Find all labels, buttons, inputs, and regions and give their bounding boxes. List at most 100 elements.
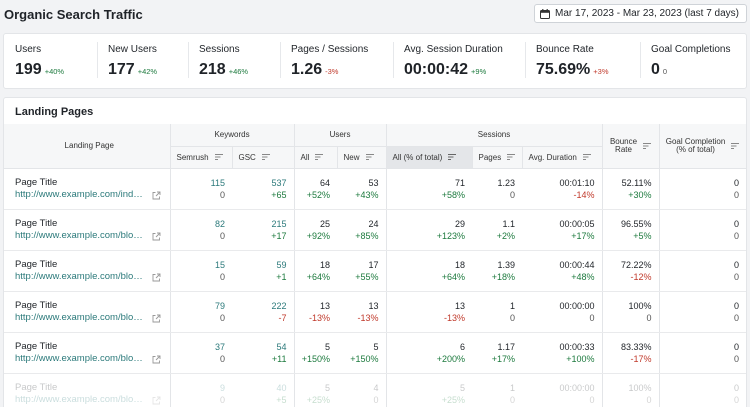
gsc-change: -7 xyxy=(278,312,287,323)
gsc-value[interactable]: 215 xyxy=(271,218,287,229)
kpi-divider xyxy=(393,42,394,78)
page-url-link[interactable]: http://www.example.com/blog/post-2 xyxy=(15,271,145,282)
gsc-value[interactable]: 537 xyxy=(271,177,287,188)
avg-duration-change: +100% xyxy=(566,353,595,364)
semrush-value[interactable]: 37 xyxy=(214,341,225,352)
pages-change: +2% xyxy=(496,230,516,241)
page-title-text: Page Title xyxy=(15,218,58,229)
kpi-avg-session-duration: Avg. Session Duration 00:00:42 +9% xyxy=(404,44,503,79)
sessions-all-value: 18 xyxy=(455,259,466,270)
page-url-link[interactable]: http://www.example.com/blog/post-3 xyxy=(15,312,145,323)
goal-completion-value: 0 xyxy=(734,341,740,352)
col-avg-duration[interactable]: Avg. Duration xyxy=(522,146,603,169)
users-new-change: -13% xyxy=(357,312,379,323)
landing-pages-card: Landing Pages Landing Page Keywords User… xyxy=(3,97,747,407)
goal-completion-value: 0 xyxy=(734,259,740,270)
col-pages[interactable]: Pages xyxy=(472,146,523,169)
avg-duration-change: 0 xyxy=(589,312,595,323)
col-bounce-rate[interactable]: Bounce Rate xyxy=(602,124,660,169)
bounce-rate-change: +5% xyxy=(633,230,652,241)
bounce-rate-cell: 83.33% -17% xyxy=(602,332,660,374)
kpi-change: 0 xyxy=(662,67,668,76)
pages-change: 0 xyxy=(510,394,516,405)
pages-change: 0 xyxy=(510,312,516,323)
external-link-icon[interactable] xyxy=(152,396,161,405)
sessions-all-cell: 13 -13% xyxy=(386,291,473,333)
gsc-value[interactable]: 54 xyxy=(276,341,287,352)
gsc-cell: 40 +5 xyxy=(232,373,295,407)
sort-icon xyxy=(261,154,270,161)
kpi-value: 0 xyxy=(651,61,660,78)
external-link-icon[interactable] xyxy=(152,232,161,241)
page-url-link[interactable]: http://www.example.com/blog/post-1 xyxy=(15,230,145,241)
pages-change: +18% xyxy=(491,271,516,282)
goal-head-line2: (% of total) xyxy=(676,144,715,154)
users-all-cell: 18 +64% xyxy=(294,250,337,292)
sort-icon xyxy=(448,154,457,161)
sessions-all-cell: 29 +123% xyxy=(386,209,473,251)
external-link-icon[interactable] xyxy=(152,273,161,282)
landing-page-cell: Page Title http://www.example.com/blog/p… xyxy=(4,332,171,374)
users-new-change: +85% xyxy=(355,230,379,241)
col-users-all[interactable]: All xyxy=(294,146,338,169)
users-all-value: 18 xyxy=(319,259,330,270)
gsc-value[interactable]: 222 xyxy=(271,300,287,311)
semrush-cell: 15 0 xyxy=(170,250,232,292)
semrush-value[interactable]: 15 xyxy=(214,259,225,270)
sessions-all-change: +58% xyxy=(441,189,466,200)
users-new-value: 4 xyxy=(373,382,379,393)
col-gsc[interactable]: GSC xyxy=(232,146,295,169)
col-goal-completion[interactable]: Goal Completion (% of total) xyxy=(659,124,746,169)
gsc-value[interactable]: 40 xyxy=(276,382,287,393)
users-all-change: -13% xyxy=(308,312,330,323)
users-new-change: 0 xyxy=(373,394,379,405)
users-new-cell: 53 +43% xyxy=(337,168,387,210)
bounce-rate-value: 100% xyxy=(628,382,652,393)
col-users-new[interactable]: New xyxy=(337,146,387,169)
semrush-value[interactable]: 9 xyxy=(219,382,225,393)
semrush-value[interactable]: 82 xyxy=(214,218,225,229)
goal-completion-value: 0 xyxy=(734,382,740,393)
semrush-value[interactable]: 115 xyxy=(210,177,225,188)
date-range-picker[interactable]: Mar 17, 2023 - Mar 23, 2023 (last 7 days… xyxy=(534,4,747,23)
bounce-rate-cell: 100% 0 xyxy=(602,291,660,333)
kpi-change: -3% xyxy=(325,67,339,76)
table-row: Page Title http://www.example.com/index.… xyxy=(4,168,746,210)
semrush-cell: 37 0 xyxy=(170,332,232,374)
external-link-icon[interactable] xyxy=(152,314,161,323)
kpi-users: Users 199 +40% xyxy=(15,44,64,79)
table-row: Page Title http://www.example.com/blog/p… xyxy=(4,373,746,407)
avg-duration-change: +48% xyxy=(571,271,595,282)
kpi-change: +9% xyxy=(471,67,487,76)
semrush-change: 0 xyxy=(219,394,225,405)
col-semrush[interactable]: Semrush xyxy=(170,146,233,169)
goal-completion-change: 0 xyxy=(734,271,740,282)
page-url-link[interactable]: http://www.example.com/blog/post-4 xyxy=(15,353,145,364)
bounce-rate-change: -12% xyxy=(630,271,652,282)
landing-page-cell: Page Title http://www.example.com/blog/p… xyxy=(4,291,171,333)
kpi-change: +40% xyxy=(44,67,65,76)
external-link-icon[interactable] xyxy=(152,355,161,364)
sessions-all-value: 71 xyxy=(455,177,466,188)
semrush-change: 0 xyxy=(219,271,225,282)
kpi-change: +42% xyxy=(137,67,158,76)
avg-duration-cell: 00:00:33 +100% xyxy=(522,332,603,374)
kpi-pages-per-session: Pages / Sessions 1.26 -3% xyxy=(291,44,368,79)
goal-completion-change: 0 xyxy=(734,230,740,241)
semrush-value[interactable]: 79 xyxy=(214,300,225,311)
goal-completion-value: 0 xyxy=(734,300,740,311)
table-row: Page Title http://www.example.com/blog/p… xyxy=(4,291,746,333)
avg-duration-change: 0 xyxy=(589,394,595,405)
sessions-all-change: +123% xyxy=(436,230,466,241)
table-row: Page Title http://www.example.com/blog/p… xyxy=(4,250,746,292)
gsc-value[interactable]: 59 xyxy=(276,259,287,270)
gsc-change: +1 xyxy=(276,271,287,282)
page-url-link[interactable]: http://www.example.com/index.html xyxy=(15,189,145,200)
page-url-link[interactable]: http://www.example.com/blog/post-5 xyxy=(15,394,145,405)
bounce-rate-value: 100% xyxy=(628,300,652,311)
col-sessions-all[interactable]: All (% of total) xyxy=(386,146,473,169)
external-link-icon[interactable] xyxy=(152,191,161,200)
goal-completion-change: 0 xyxy=(734,189,740,200)
sort-icon xyxy=(315,154,324,161)
